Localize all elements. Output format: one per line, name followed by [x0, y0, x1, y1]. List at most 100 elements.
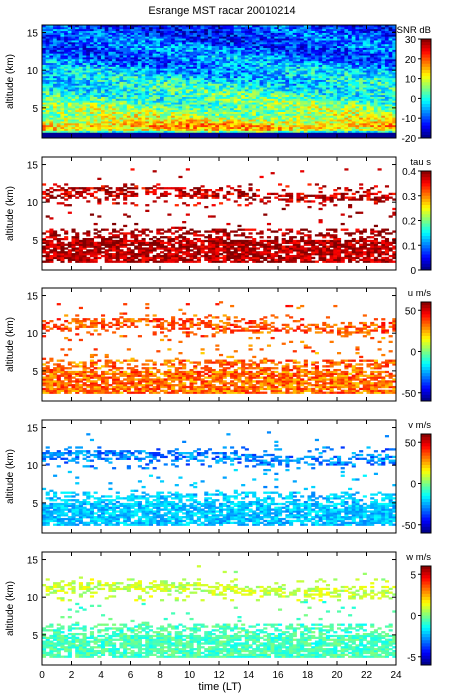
heatmap-cell — [196, 45, 201, 48]
heatmap-cell — [333, 36, 338, 39]
heatmap-cell — [200, 58, 205, 62]
heatmap-cell — [171, 105, 176, 109]
heatmap-cell — [53, 28, 58, 32]
heatmap-cell — [167, 102, 172, 105]
heatmap-cell — [329, 100, 334, 103]
heatmap-cell — [163, 83, 168, 86]
heatmap-cell — [78, 43, 83, 47]
heatmap-cell — [266, 70, 272, 73]
heatmap-cell — [82, 79, 87, 82]
heatmap-cell — [200, 89, 205, 92]
heatmap-cell — [60, 75, 65, 79]
heatmap-cell — [211, 83, 216, 86]
heatmap-cell — [182, 57, 187, 60]
heatmap-cell — [160, 100, 165, 103]
heatmap-cell — [337, 62, 342, 65]
heatmap-cell — [289, 70, 294, 73]
heatmap-cell — [222, 40, 227, 43]
heatmap-cell — [281, 100, 286, 103]
heatmap-cell — [318, 36, 323, 39]
heatmap-cell — [200, 64, 205, 67]
heatmap-cell — [134, 51, 139, 54]
heatmap-cell — [311, 55, 316, 58]
heatmap-cell — [137, 32, 142, 35]
heatmap-cell — [322, 119, 327, 122]
heatmap-cell — [174, 128, 179, 131]
heatmap-cell — [148, 130, 154, 133]
heatmap-cell — [255, 89, 260, 92]
heatmap-cell — [189, 53, 194, 56]
heatmap-cell — [233, 62, 238, 65]
heatmap-cell — [130, 134, 135, 137]
heatmap-cell — [141, 107, 146, 111]
heatmap-cell — [252, 90, 257, 94]
heatmap-cell — [303, 45, 308, 48]
heatmap-cell — [42, 34, 47, 37]
heatmap-cell — [89, 32, 95, 35]
heatmap-cell — [101, 113, 106, 116]
heatmap-cell — [241, 89, 246, 92]
heatmap-cell — [211, 28, 216, 32]
heatmap-cell — [311, 26, 316, 30]
heatmap-cell — [67, 132, 72, 135]
heatmap-cell — [171, 40, 176, 43]
heatmap-cell — [207, 72, 213, 75]
heatmap-cell — [97, 90, 102, 94]
heatmap-cell — [196, 102, 201, 105]
heatmap-cell — [167, 49, 172, 52]
heatmap-cell — [174, 105, 179, 109]
heatmap-cell — [42, 55, 47, 58]
heatmap-cell — [86, 115, 91, 118]
heatmap-cell — [86, 100, 91, 103]
heatmap-cell — [322, 113, 327, 116]
heatmap-cell — [60, 43, 65, 47]
heatmap-cell — [337, 130, 342, 133]
heatmap-cell — [60, 126, 65, 129]
heatmap-cell — [56, 68, 61, 71]
heatmap-cell — [97, 92, 102, 96]
heatmap-cell — [244, 60, 249, 64]
heatmap-cell — [86, 94, 91, 97]
heatmap-cell — [97, 126, 102, 129]
heatmap-cell — [226, 92, 231, 96]
heatmap-cell — [178, 102, 183, 105]
heatmap-cell — [230, 25, 235, 28]
heatmap-cell — [244, 104, 249, 107]
heatmap-cell — [167, 41, 172, 45]
heatmap-cell — [292, 47, 297, 50]
heatmap-cell — [204, 77, 209, 81]
heatmap-cell — [333, 89, 338, 92]
heatmap-cell — [285, 128, 290, 131]
heatmap-cell — [89, 51, 95, 54]
heatmap-cell — [252, 49, 257, 52]
heatmap-cell — [222, 62, 227, 65]
heatmap-cell — [289, 40, 294, 43]
heatmap-cell — [141, 30, 146, 33]
heatmap-cell — [248, 70, 253, 73]
heatmap-cell — [160, 132, 165, 135]
heatmap-cell — [300, 128, 305, 131]
heatmap-cell — [148, 132, 154, 135]
heatmap-cell — [300, 73, 305, 77]
heatmap-cell — [193, 128, 198, 131]
heatmap-cell — [171, 26, 176, 30]
heatmap-cell — [185, 100, 190, 103]
heatmap-cell — [97, 104, 102, 107]
heatmap-cell — [71, 38, 76, 41]
heatmap-cell — [60, 34, 65, 37]
heatmap-cell — [325, 128, 331, 131]
heatmap-cell — [53, 94, 58, 97]
heatmap-cell — [344, 87, 349, 90]
heatmap-cell — [101, 111, 106, 114]
heatmap-cell — [45, 47, 50, 50]
heatmap-cell — [137, 117, 142, 120]
heatmap-cell — [329, 64, 334, 67]
heatmap-cell — [42, 40, 47, 43]
heatmap-cell — [325, 111, 331, 114]
heatmap-cell — [56, 57, 61, 60]
heatmap-cell — [141, 105, 146, 109]
heatmap-cell — [307, 104, 312, 107]
heatmap-cell — [274, 75, 279, 79]
heatmap-cell — [174, 83, 179, 86]
heatmap-cell — [78, 85, 83, 88]
